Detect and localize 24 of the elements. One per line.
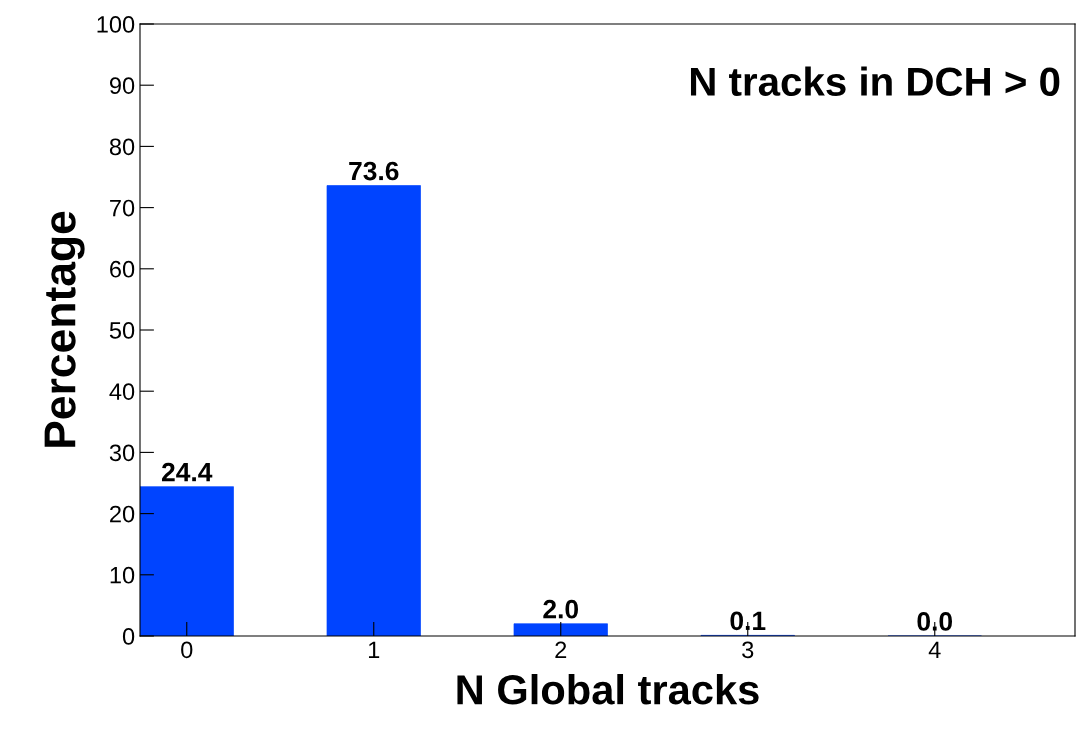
data-label: 73.6: [349, 161, 399, 181]
y-tick-label: 10: [110, 566, 135, 584]
x-tick-label: 1: [368, 641, 380, 658]
x-axis-title: N Global tracks: [457, 673, 759, 705]
y-tick-label: 80: [109, 138, 135, 156]
y-tick-label: 100: [97, 16, 135, 33]
y-tick-label: 50: [109, 322, 135, 339]
x-tick-label: 2: [555, 641, 567, 658]
data-label: 24.4: [161, 462, 213, 482]
y-tick-label: 70: [110, 199, 135, 217]
y-tick-label: 0: [122, 628, 135, 645]
data-label: 0.0: [917, 612, 953, 631]
y-tick-label: 60: [110, 260, 135, 278]
x-tick-label: 0: [181, 641, 193, 659]
data-label: 0.1: [730, 611, 766, 631]
data-label: 2.0: [543, 599, 579, 619]
y-axis-title: Percentage: [44, 211, 85, 447]
x-tick-label: 4: [928, 641, 941, 658]
y-tick-label: 40: [109, 383, 135, 400]
annotation: N tracks in DCH > 0: [690, 66, 1060, 97]
y-tick-label: 20: [110, 505, 135, 523]
x-tick-label: 3: [742, 641, 754, 659]
y-tick-label: 30: [109, 444, 135, 462]
y-tick-label: 90: [109, 77, 135, 94]
